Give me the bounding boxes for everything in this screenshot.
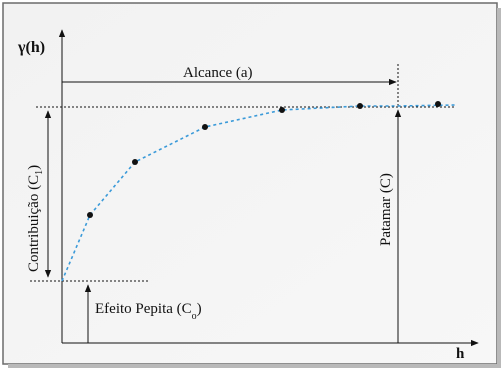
experimental-point (435, 101, 441, 107)
panel-shadow (497, 8, 501, 366)
experimental-point (279, 107, 285, 113)
experimental-point (202, 124, 208, 130)
y-axis-label: γ(h) (17, 39, 45, 56)
experimental-point (132, 159, 138, 165)
range-label: Alcance (a) (183, 65, 253, 81)
contribution-label: Contribuição (C1) (26, 165, 45, 272)
experimental-point (87, 212, 93, 218)
nugget-label: Efeito Pepita (Co) (95, 301, 202, 322)
diagram-panel (2, 2, 498, 365)
x-axis-label: h (456, 346, 465, 362)
experimental-point (357, 103, 363, 109)
variogram-model-curve (61, 104, 456, 282)
panel-shadow-bottom (8, 364, 501, 368)
sill-label: Patamar (C) (378, 173, 394, 246)
